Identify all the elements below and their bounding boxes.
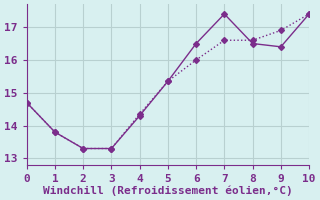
X-axis label: Windchill (Refroidissement éolien,°C): Windchill (Refroidissement éolien,°C): [43, 185, 293, 196]
